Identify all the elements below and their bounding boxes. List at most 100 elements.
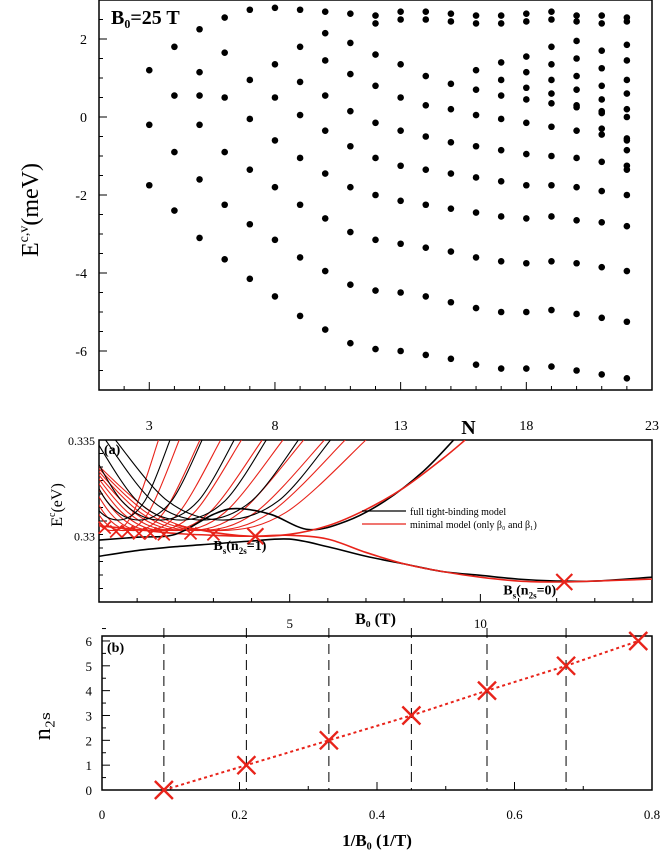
scatter-point [422,166,430,173]
scatter-point [598,158,606,166]
minimal-model-curve [99,440,367,532]
scatter-point [548,43,555,51]
series-upper1 [145,4,279,74]
scatter-point [598,82,606,90]
panel-b-y-tick-label: 5 [86,659,93,674]
panel-b-label: (b) [107,641,124,656]
top-x-tick-label: 8 [271,419,278,434]
scatter-point [598,107,606,115]
scatter-point [321,8,329,15]
panel-b-data-marker [236,755,257,776]
scatter-point [472,66,480,74]
scatter-point [447,80,455,88]
scatter-point [397,127,404,134]
ylabel-a-unit: (eV) [49,483,66,512]
tight-binding-curve [114,440,332,521]
scatter-point [472,20,480,27]
scatter-point [422,244,430,251]
panel-b-x-tick-label: 0.8 [644,807,660,822]
scatter-point [623,105,631,113]
scatter-point [472,111,480,119]
scatter-point [548,123,555,131]
panel-a-x-axis-label: B₀ (T) [355,611,396,628]
panel-a-y-tick-label: 0.335 [68,434,95,448]
scatter-point [523,181,530,189]
panel-b-x-tick-label: 0 [99,807,106,822]
scatter-point [523,308,530,316]
panel-b-x-tick-label: 0.6 [506,807,523,822]
scatter-point [171,207,178,214]
scatter-point [321,127,329,134]
top-x-tick-label: 13 [394,419,408,434]
scatter-point [573,217,580,224]
panel-b-data-marker [628,631,649,651]
scatter-point [573,102,580,109]
ann1-2s: 2s [239,546,248,556]
panel-a-y-axis-label-text: Ec(eV) [47,483,66,527]
top-plot-title: B₀=25 T [111,7,180,29]
scatter-point [196,92,203,99]
scatter-point [497,115,505,123]
scatter-point [347,183,354,191]
tight-binding-curve [99,440,171,521]
scatter-point [472,12,480,19]
scatter-point [447,105,455,113]
scatter-point [145,66,153,74]
legend-label-minimal: minimal model (only β₀ and β₁) [410,520,537,531]
scatter-point [246,220,254,228]
crossing-marker [555,573,574,591]
scatter-point [321,326,329,333]
scatter-point [523,215,530,222]
panel-a-y-tick-label: 0.33 [74,529,95,543]
scatter-point [598,96,606,103]
panel-a-x-tick-label: 10 [474,616,487,631]
ann0-n: (n [516,584,529,599]
panel-b-y-tick-label: 1 [86,758,93,773]
scatter-point [497,59,505,66]
tight-binding-curve [99,440,235,521]
series-upper3 [145,92,203,129]
scatter-point [573,310,580,318]
top-y-tick-label: 2 [80,33,87,48]
scatter-point [321,57,329,64]
scatter-point [171,148,178,156]
scatter-point [623,41,631,49]
panel-a-y-axis-label: Ec(eV) [47,483,66,527]
scatter-point [548,258,555,265]
scatter-point [472,174,480,181]
top-y-axis-label: Ec,v(meV) [17,163,44,257]
scatter-point [623,375,631,382]
annotation-bs-n1: Bs(n2s=1) [213,539,266,556]
scatter-point [447,355,455,363]
curve-minimal-model [175,440,466,538]
scatter-point [171,43,178,51]
scatter-point [196,121,203,129]
minimal-model-curve [99,440,242,532]
top-x-tick-label: 18 [519,419,533,434]
curve-minimal-model [99,524,652,583]
scatter-point [497,20,505,27]
scatter-point [296,111,304,119]
scatter-point [573,127,580,134]
scatter-point [372,119,379,127]
scatter-point [347,339,354,347]
scatter-point [548,8,555,15]
scatter-point [548,306,555,314]
minimal-model-curve [99,440,180,532]
scatter-point [271,183,279,191]
scatter-point [422,102,430,109]
ann1-n: (n [226,539,239,554]
panel-b-data-marker [401,705,422,726]
scatter-point [422,201,430,209]
scatter-point [397,162,404,170]
scatter-point [372,191,379,199]
scatter-point [447,298,455,306]
scatter-point [548,90,555,97]
panel-a-curves [99,440,652,583]
scatter-point [598,64,606,72]
ylabel-unit: (meV) [18,163,44,226]
scatter-point [548,363,555,370]
crossing-marker [246,527,265,546]
scatter-point [145,181,153,189]
scatter-point [372,236,379,244]
